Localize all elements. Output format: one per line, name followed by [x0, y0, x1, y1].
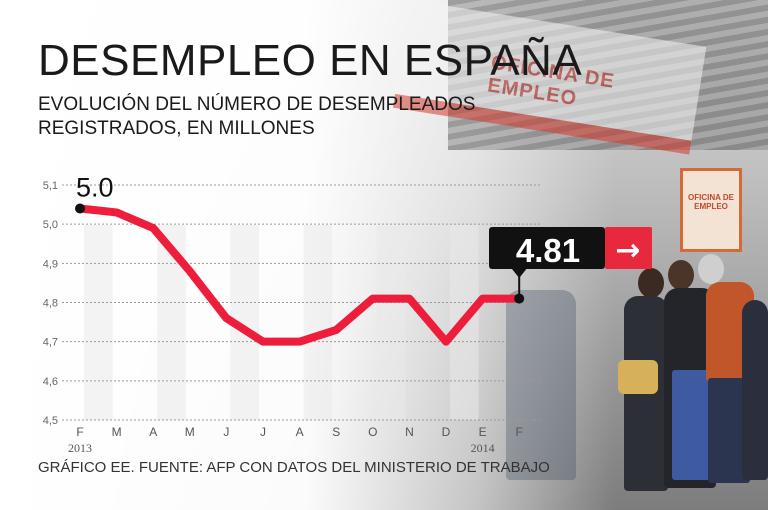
end-value-badge-pointer — [511, 268, 528, 278]
x-tick-label: S — [332, 425, 340, 439]
x-tick-label: A — [149, 425, 157, 439]
x-year-label: 2013 — [68, 441, 92, 455]
end-marker — [514, 293, 525, 304]
y-tick-label: 4,8 — [43, 298, 58, 310]
y-tick-label: 5,1 — [43, 180, 58, 192]
y-tick-label: 5,0 — [43, 219, 58, 231]
x-tick-label: J — [260, 425, 266, 439]
y-tick-label: 4,5 — [43, 415, 58, 427]
end-value-label: 4.81 — [516, 232, 580, 269]
trend-arrow-icon: → — [615, 233, 640, 268]
subtitle-line-2: REGISTRADOS, EN MILLONES — [38, 118, 315, 139]
y-tick-label: 4,6 — [43, 376, 58, 388]
x-tick-label: M — [112, 425, 122, 439]
end-value-badge — [489, 227, 605, 269]
start-marker — [75, 203, 85, 214]
start-value-label: 5.0 — [76, 173, 114, 203]
x-year-label: 2014 — [471, 441, 495, 455]
x-tick-label: F — [76, 425, 83, 439]
x-tick-label: E — [479, 425, 487, 439]
source-note: GRÁFICO EE. FUENTE: AFP CON DATOS DEL MI… — [38, 459, 550, 476]
chart-title: DESEMPLEO EN ESPAÑA — [38, 36, 583, 85]
series-line — [76, 204, 524, 346]
chart-column-band — [303, 225, 333, 420]
x-tick-label: J — [223, 425, 229, 439]
chart-subtitle: EVOLUCIÓN DEL NÚMERO DE DESEMPLEADOS REG… — [38, 93, 558, 141]
subtitle-line-1: EVOLUCIÓN DEL NÚMERO DE DESEMPLEADOS — [38, 94, 476, 115]
chart-column-band — [376, 225, 406, 420]
chart-column-band — [84, 225, 113, 420]
x-tick-label: A — [296, 425, 304, 439]
x-tick-label: F — [516, 425, 523, 439]
y-tick-label: 4,7 — [43, 337, 58, 349]
x-tick-label: N — [405, 425, 414, 439]
photo-side-sign-text: OFICINA DE EMPLEO — [688, 193, 734, 211]
trend-arrow-box — [605, 227, 652, 269]
x-tick-label: O — [368, 425, 377, 439]
photo-side-sign: OFICINA DE EMPLEO — [680, 168, 742, 252]
x-tick-label: D — [442, 425, 451, 439]
x-tick-label: M — [185, 425, 195, 439]
y-tick-label: 4,9 — [43, 258, 58, 270]
